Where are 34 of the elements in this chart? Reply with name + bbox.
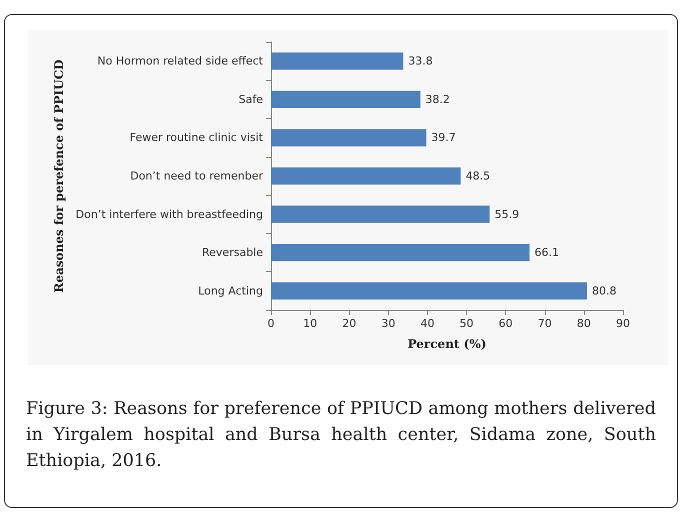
x-tick-label: 10 [303, 317, 318, 330]
x-tick-label: 60 [498, 317, 513, 330]
bar [271, 282, 588, 300]
y-tick-label: Safe [238, 92, 264, 106]
y-tick-label: Reversable [202, 246, 264, 260]
y-tick-label: No Hormon related side effect [97, 54, 264, 68]
x-tick-label: 50 [460, 317, 474, 330]
x-axis-title: Percent (%) [408, 337, 486, 351]
x-tick-label: 40 [420, 317, 434, 330]
x-tick-label: 30 [381, 317, 396, 330]
y-tick-label: Fewer routine clinic visit [130, 131, 264, 144]
data-label: 39.7 [431, 131, 456, 144]
bar [271, 167, 461, 185]
y-tick-label: Long Acting [198, 284, 263, 298]
x-tick-label: 80 [576, 317, 591, 330]
data-label: 33.8 [408, 54, 433, 68]
bar [271, 90, 420, 108]
data-label: 38.2 [425, 92, 450, 106]
x-tick-label: 90 [616, 317, 630, 330]
bar [271, 129, 426, 146]
data-label: 55.9 [494, 208, 520, 221]
bar [271, 52, 404, 70]
data-label: 48.5 [466, 170, 490, 182]
x-tick-label: 0 [268, 317, 274, 330]
y-tick-label: Don’t interfere with breastfeeding [76, 208, 263, 221]
data-label: 80.8 [592, 284, 617, 298]
x-tick-label: 20 [342, 317, 356, 330]
y-tick-label: Don’t need to remenber [130, 170, 264, 182]
x-tick-label: 70 [538, 317, 552, 330]
y-axis-title: Reasones for perefence of PPIUCD [52, 59, 66, 293]
text: Figure 3: Reasons for preference of PPIUCD among mothers delivered in Yirgalem hospital and Bursa health center, Sidama zone, South Ethiopia, 2016. [26, 398, 656, 473]
bar [271, 206, 490, 223]
bar [271, 244, 530, 262]
data-label: 66.1 [534, 246, 560, 260]
